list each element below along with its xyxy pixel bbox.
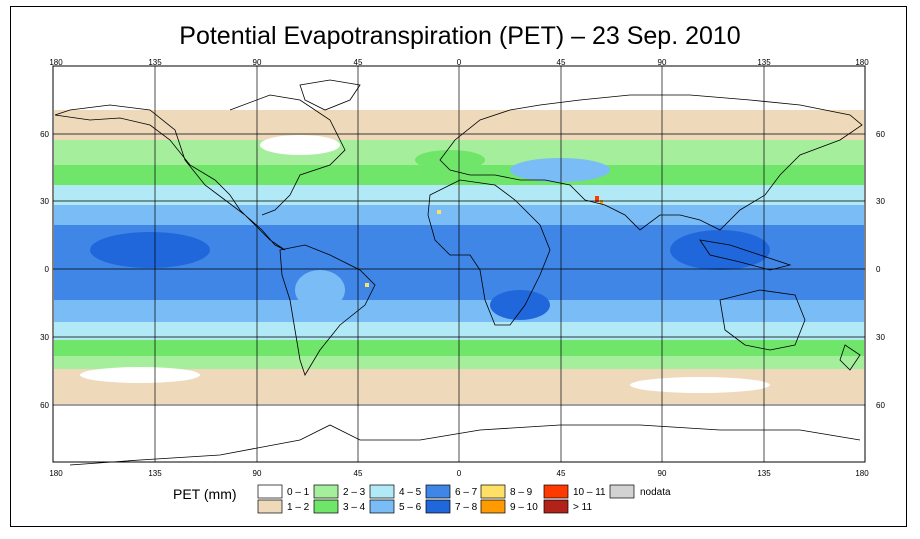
lon-label-top: 90 [253, 58, 262, 67]
australia [719, 289, 806, 351]
hotspot-arabia [600, 200, 603, 204]
north-america-west [54, 104, 286, 251]
legend-label: 1 – 2 [287, 502, 310, 513]
lon-label-bottom: 0 [457, 469, 462, 478]
patch-south-america [295, 270, 345, 310]
africa [427, 179, 551, 326]
bottom-longitude-labels: 180 135 90 45 0 45 90 135 180 [49, 469, 869, 478]
lon-label-top: 45 [354, 58, 363, 67]
lon-label-bottom: 90 [253, 469, 262, 478]
map-title: Potential Evapotranspiration (PET) – 23 … [179, 22, 741, 50]
legend-swatch [313, 499, 339, 514]
lon-label-top: 180 [855, 58, 869, 67]
lat-label-right: 60 [876, 130, 885, 139]
antarctica [69, 424, 861, 466]
eurasia [439, 94, 863, 231]
legend-label: 7 – 8 [455, 502, 478, 513]
lon-label-top: 0 [457, 58, 462, 67]
lat-label-left: 30 [40, 333, 49, 342]
patch-southern-africa [490, 290, 550, 320]
lon-label-top: 180 [49, 58, 63, 67]
legend-swatch [425, 499, 451, 514]
lon-label-bottom: 135 [757, 469, 771, 478]
legend-label: 3 – 4 [343, 502, 366, 513]
legend-label: 6 – 7 [455, 487, 478, 498]
new-zealand [839, 344, 861, 371]
legend-label: 8 – 9 [510, 487, 533, 498]
legend [257, 484, 635, 514]
hotspot-sahara [437, 210, 441, 214]
lon-label-bottom: 180 [49, 469, 63, 478]
hotspot-brazil [365, 283, 369, 287]
lon-label-bottom: 45 [354, 469, 363, 478]
patch-south-pacific-white [80, 367, 200, 383]
legend-swatch [543, 499, 569, 514]
legend-swatch [543, 484, 569, 499]
indonesia [699, 239, 792, 271]
left-latitude-labels: 60 30 0 30 60 [40, 130, 49, 410]
legend-label: 5 – 6 [399, 502, 422, 513]
legend-swatch [257, 484, 283, 499]
lat-label-right: 60 [876, 401, 885, 410]
legend-label: 2 – 3 [343, 487, 366, 498]
patch-pacific [90, 232, 210, 268]
patch-middle-east [510, 158, 610, 182]
lat-label-right: 30 [876, 197, 885, 206]
lon-label-top: 135 [757, 58, 771, 67]
patch-north-america-white [260, 135, 340, 155]
lat-label-left: 30 [40, 197, 49, 206]
lon-label-bottom: 45 [557, 469, 566, 478]
lon-label-top: 45 [557, 58, 566, 67]
legend-label: > 11 [573, 502, 592, 513]
north-america-east [229, 94, 346, 216]
patch-indonesia [670, 230, 770, 270]
lon-label-top: 90 [658, 58, 667, 67]
legend-swatch [480, 484, 506, 499]
lon-label-bottom: 180 [855, 469, 869, 478]
coastlines [54, 79, 863, 466]
legend-label: 9 – 10 [510, 502, 538, 513]
lon-label-bottom: 135 [148, 469, 162, 478]
legend-title: PET (mm) [173, 486, 237, 502]
hotspot-persian-gulf [595, 196, 599, 202]
legend-label: 0 – 1 [287, 487, 310, 498]
lon-label-top: 135 [148, 58, 162, 67]
lat-label-right: 30 [876, 333, 885, 342]
legend-swatch [425, 484, 451, 499]
legend-label: nodata [640, 487, 671, 498]
figure-frame [10, 6, 907, 527]
south-america [279, 244, 376, 376]
legend-labels: 0 – 1 1 – 2 2 – 3 3 – 4 4 – 5 5 – 6 6 – … [287, 487, 671, 513]
lat-label-left: 60 [40, 401, 49, 410]
patch-europe [415, 150, 485, 170]
lat-label-left: 60 [40, 130, 49, 139]
greenland [299, 79, 361, 111]
legend-swatch [369, 484, 395, 499]
right-latitude-labels: 60 30 0 30 60 [876, 130, 885, 410]
graticule [53, 66, 865, 462]
patch-south-indian-white [630, 377, 770, 393]
top-longitude-labels: 180 135 90 45 0 45 90 135 180 [49, 58, 869, 67]
lat-label-left: 0 [45, 265, 50, 274]
legend-label: 10 – 11 [573, 487, 606, 498]
legend-swatch [369, 499, 395, 514]
lon-label-bottom: 90 [658, 469, 667, 478]
legend-swatch [313, 484, 339, 499]
legend-swatch [609, 484, 635, 499]
legend-label: 4 – 5 [399, 487, 422, 498]
lat-label-right: 0 [876, 265, 881, 274]
legend-swatch [480, 499, 506, 514]
legend-swatch [257, 499, 283, 514]
